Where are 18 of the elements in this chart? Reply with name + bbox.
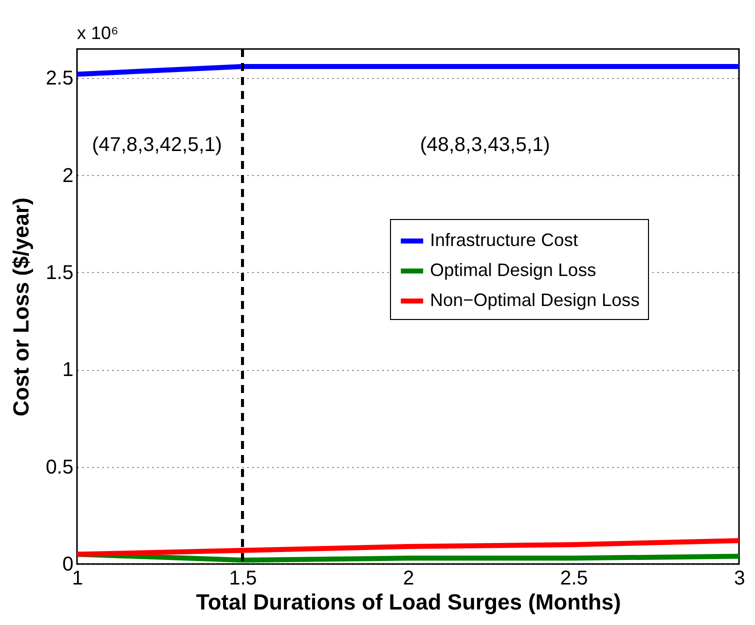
annotation: (48,8,3,43,5,1): [420, 134, 550, 156]
y-tick-label: 0: [62, 554, 74, 576]
x-tick-label: 3: [734, 568, 746, 590]
text: x 10⁶: [77, 23, 118, 43]
x-tick-label: 1.5: [229, 568, 257, 590]
y-axis-title: Cost or Loss ($/year): [8, 198, 34, 416]
y-tick-label: 1.5: [46, 262, 74, 284]
x-tick-label: 2.5: [560, 568, 588, 590]
y-tick-label: 1: [62, 359, 74, 382]
x-axis-title: Total Durations of Load Surges (Months): [196, 590, 621, 614]
legend-label: Infrastructure Cost: [430, 230, 578, 250]
y-tick-label: 2: [62, 164, 74, 187]
annotation: (47,8,3,42,5,1): [92, 134, 222, 156]
x-tick-label: 2: [402, 568, 414, 590]
legend-label: Optimal Design Loss: [430, 260, 596, 280]
y-tick-label: 0.5: [46, 456, 74, 478]
y-tick-label: 2.5: [46, 68, 74, 90]
legend-label: Non−Optimal Design Loss: [430, 290, 640, 310]
